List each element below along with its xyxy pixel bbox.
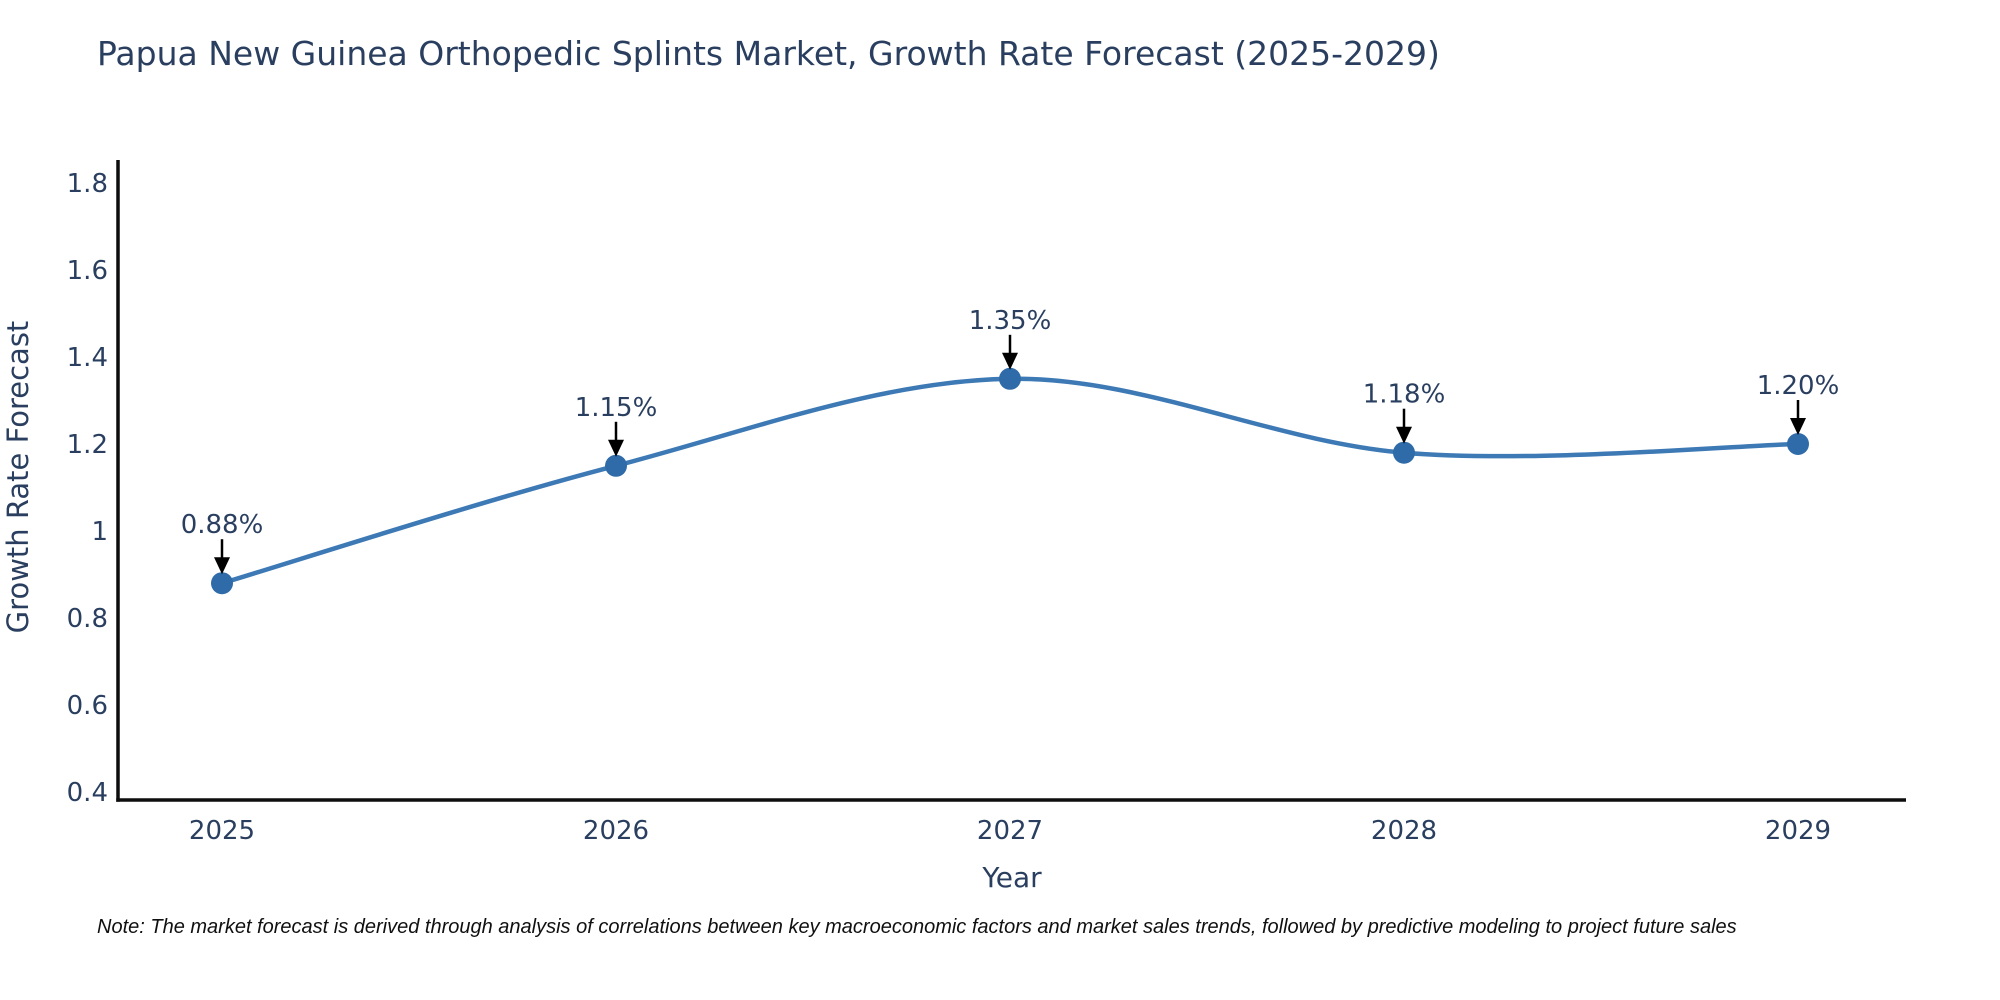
x-tick-label: 2027 [977, 816, 1043, 846]
y-axis-title: Growth Rate Forecast [1, 321, 35, 634]
x-tick-label: 2026 [583, 816, 649, 846]
x-tick-label: 2029 [1765, 816, 1831, 846]
data-point-label: 1.35% [969, 306, 1052, 336]
x-tick-label: 2028 [1371, 816, 1437, 846]
annotation-arrowhead [1790, 418, 1806, 435]
y-tick-label: 0.4 [67, 778, 108, 808]
chart-title: Papua New Guinea Orthopedic Splints Mark… [97, 34, 1440, 73]
y-tick-label: 1.4 [67, 343, 108, 373]
y-tick-label: 0.6 [67, 691, 108, 721]
data-point-label: 1.20% [1757, 371, 1840, 401]
x-axis-title: Year [981, 861, 1042, 894]
y-tick-label: 1.8 [67, 169, 108, 199]
y-tick-label: 1 [91, 517, 108, 547]
annotation-arrowhead [214, 557, 230, 575]
data-point-marker[interactable] [1787, 433, 1809, 455]
data-point-label: 0.88% [181, 510, 264, 540]
trend-line [219, 376, 1801, 586]
y-tick-label: 0.8 [67, 604, 108, 634]
data-point-label: 1.15% [575, 393, 658, 423]
data-point-marker[interactable] [999, 367, 1021, 390]
data-point-marker[interactable] [1393, 441, 1415, 464]
data-point-marker[interactable] [605, 454, 627, 477]
annotation-arrowhead [1002, 352, 1018, 370]
annotation-arrowhead [608, 439, 624, 457]
y-tick-label: 1.2 [67, 430, 108, 460]
data-point-label: 1.18% [1363, 380, 1446, 410]
footnote: Note: The market forecast is derived thr… [97, 916, 1737, 938]
x-tick-label: 2025 [189, 816, 255, 846]
data-point-marker[interactable] [211, 572, 233, 595]
annotation-arrowhead [1396, 426, 1412, 444]
y-tick-label: 1.6 [67, 256, 108, 286]
